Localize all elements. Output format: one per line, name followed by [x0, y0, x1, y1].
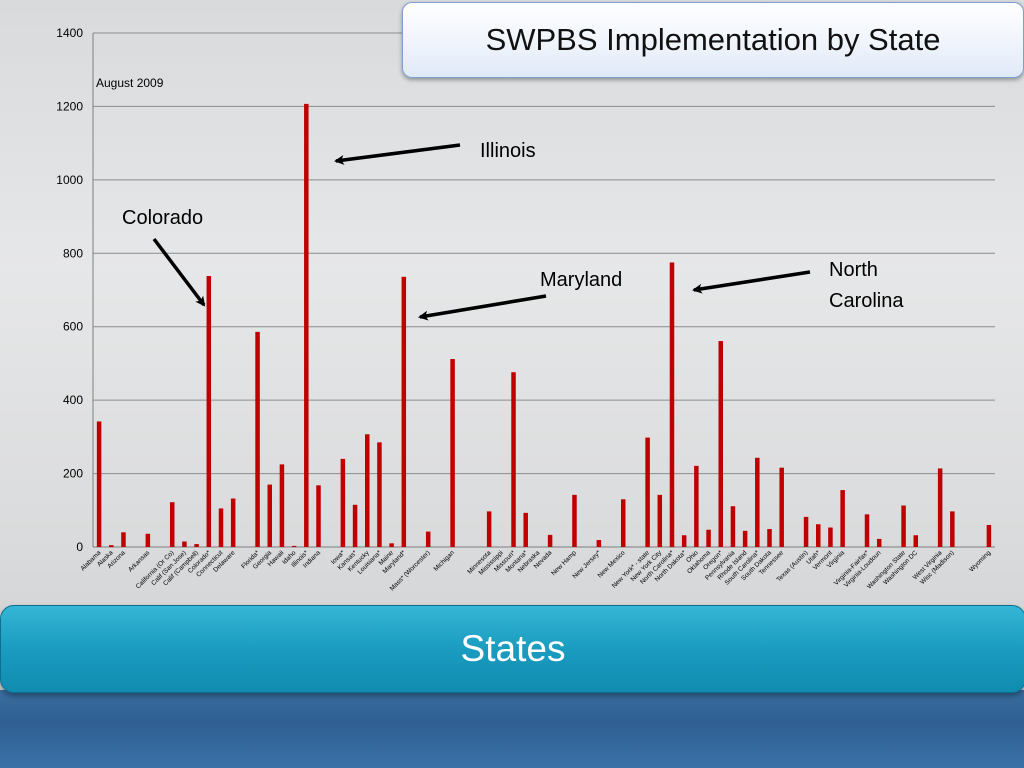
illinois-label: Illinois	[480, 140, 536, 162]
bar	[340, 458, 346, 547]
bar	[828, 527, 833, 547]
bar	[901, 505, 906, 547]
bar	[572, 494, 577, 547]
bar	[718, 341, 723, 547]
bar	[645, 437, 650, 547]
y-axis-ticks: 0 200 400 600 800 1000 1200 1400	[56, 26, 83, 554]
x-tick-label: Wyoming	[968, 549, 992, 573]
bottom-background-band	[0, 690, 1024, 768]
maryland-label: Maryland	[540, 269, 622, 291]
y-tick-label: 600	[63, 320, 83, 334]
colorado-arrow	[152, 237, 206, 307]
bar	[840, 490, 845, 547]
bars	[96, 103, 992, 547]
states-label: States	[460, 628, 566, 669]
bar	[121, 532, 126, 547]
bar	[365, 434, 370, 547]
slide-title: SWPBS Implementation by State	[485, 22, 941, 57]
maryland-arrow	[418, 294, 547, 321]
bar	[145, 533, 151, 547]
bar-chart: 0 200 400 600 800 1000 1200 1400 AlabamaAlaskaA…	[56, 26, 995, 592]
north-carolina-label-line1: North	[829, 259, 878, 281]
y-tick-label: 800	[63, 246, 83, 260]
x-tick-label: Michigan	[433, 549, 457, 573]
bar	[742, 530, 748, 547]
bar	[950, 511, 955, 547]
bar	[182, 541, 187, 547]
y-tick-label: 0	[76, 540, 83, 554]
bar	[352, 504, 358, 547]
bar	[730, 506, 736, 547]
bar	[547, 534, 553, 547]
bar	[876, 538, 882, 547]
bar	[913, 535, 919, 547]
bar	[218, 508, 224, 547]
chart-subtitle: August 2009	[96, 76, 164, 90]
bar	[291, 545, 297, 547]
bar	[206, 276, 212, 547]
bar	[401, 276, 407, 547]
y-tick-label: 1400	[56, 26, 83, 40]
y-tick-label: 200	[63, 467, 83, 481]
bar	[230, 498, 236, 547]
bar	[816, 524, 821, 547]
colorado-label: Colorado	[122, 207, 203, 229]
bar	[767, 529, 772, 547]
y-tick-label: 1000	[56, 173, 83, 187]
bar	[681, 535, 687, 547]
bar	[803, 516, 809, 547]
bar	[377, 442, 382, 547]
bar	[279, 464, 285, 547]
bar	[267, 484, 272, 547]
bar	[389, 543, 394, 547]
states-footer-bar: States	[0, 605, 1024, 693]
bar	[109, 545, 114, 547]
bar	[425, 531, 431, 547]
bar	[755, 457, 760, 547]
bar	[657, 494, 663, 547]
y-tick-label: 400	[63, 393, 83, 407]
bar	[96, 421, 102, 547]
bar	[486, 511, 492, 547]
bar	[986, 524, 992, 547]
north-carolina-arrow	[692, 270, 811, 294]
bar	[255, 331, 260, 547]
bar	[316, 485, 321, 547]
y-tick-label: 1200	[56, 99, 83, 113]
bar	[194, 544, 199, 547]
slide-title-box: SWPBS Implementation by State	[402, 2, 1024, 78]
bar	[937, 468, 943, 547]
bar	[450, 359, 455, 547]
bar	[523, 512, 528, 547]
bar	[694, 465, 699, 547]
bar	[169, 502, 175, 547]
bar	[779, 467, 784, 547]
bar	[706, 529, 711, 547]
north-carolina-label-line2: Carolina	[829, 290, 904, 312]
illinois-arrow	[334, 143, 461, 165]
bar	[596, 540, 602, 547]
bar	[304, 103, 309, 547]
north-carolina-label: North Carolina	[829, 259, 904, 312]
x-tick-label: Arkansas	[127, 549, 152, 574]
bar	[620, 499, 626, 547]
bar	[669, 262, 675, 547]
bar	[511, 372, 516, 547]
bar	[864, 514, 870, 547]
